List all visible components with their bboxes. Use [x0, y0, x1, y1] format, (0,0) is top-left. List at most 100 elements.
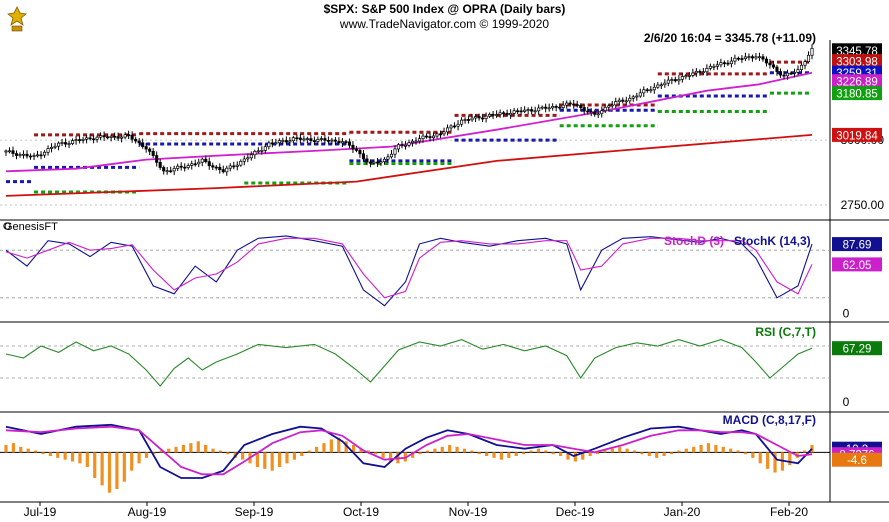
- price-bar-body: [551, 106, 555, 109]
- price-bar-body: [214, 166, 218, 169]
- macd-histogram-bar: [492, 452, 496, 458]
- price-bar-body: [319, 138, 323, 140]
- macd-histogram-bar: [699, 445, 703, 453]
- price-bar-body: [95, 136, 99, 140]
- price-bar-body: [53, 145, 57, 148]
- macd-histogram-bar: [4, 445, 8, 453]
- ma-slow-line: [5, 134, 813, 197]
- price-bar-body: [512, 110, 516, 114]
- macd-histogram-bar: [204, 445, 208, 453]
- price-bar-body: [502, 112, 506, 115]
- price-bar-body: [428, 136, 432, 139]
- price-bar-body: [764, 58, 768, 64]
- price-bar-body: [263, 146, 267, 151]
- macd-histogram-bar: [566, 452, 570, 460]
- price-bar-body: [106, 136, 110, 139]
- price-bar-body: [134, 138, 138, 142]
- price-bar-body: [281, 140, 285, 142]
- price-bar-body: [593, 111, 597, 115]
- price-bar-body: [652, 86, 656, 91]
- time-tick-label: Jul-19: [24, 505, 57, 519]
- macd-histogram-bar: [647, 452, 651, 456]
- macd-histogram-bar: [810, 445, 814, 453]
- price-bar-body: [435, 133, 439, 137]
- price-bar-body: [155, 155, 159, 163]
- price-bar-body: [610, 104, 614, 107]
- price-bar-body: [470, 117, 474, 121]
- price-bar-body: [78, 139, 82, 141]
- price-bar-body: [130, 134, 134, 140]
- macd-histogram-bar: [130, 452, 134, 471]
- macd-histogram-bar: [152, 452, 156, 455]
- price-bar-body: [144, 146, 148, 150]
- macd-histogram-bar: [78, 452, 82, 464]
- price-bar-body: [32, 155, 36, 157]
- price-bar-body: [533, 110, 537, 113]
- macd-histogram-bar: [19, 446, 23, 453]
- price-bar-body: [575, 104, 579, 106]
- price-bar-body: [596, 113, 600, 116]
- macd-histogram-bar: [255, 452, 260, 467]
- price-bar-body: [673, 79, 677, 82]
- price-value-label-1-box: [832, 54, 882, 69]
- macd-histogram-bar: [588, 452, 592, 456]
- chart-copyright: www.TradeNavigator.com © 1999-2020: [339, 17, 550, 31]
- price-bar-body: [603, 106, 607, 112]
- macd-histogram-bar: [300, 452, 304, 456]
- price-bar-body: [407, 142, 411, 146]
- price-bar-body: [81, 138, 85, 141]
- price-bar-body: [761, 56, 765, 60]
- price-bar-body: [393, 148, 397, 155]
- price-bar-body: [638, 92, 642, 97]
- price-bar-body: [218, 166, 222, 170]
- macd-histogram-bar: [455, 446, 459, 453]
- price-bar-body: [789, 72, 793, 75]
- price-bar-body: [750, 56, 754, 59]
- price-bar-body: [295, 137, 299, 140]
- macd-histogram-bar: [307, 450, 311, 453]
- macd-histogram-bar: [411, 452, 415, 458]
- price-bar-body: [579, 105, 583, 108]
- macd-histogram-bar: [359, 448, 363, 453]
- time-tick-label: Jan-20: [664, 505, 701, 519]
- stoch-value-label-0-box: [832, 237, 882, 252]
- price-bar-body: [516, 110, 520, 113]
- macd-histogram-bar: [41, 452, 45, 455]
- price-bar-body: [102, 135, 106, 138]
- price-bar-body: [225, 167, 229, 173]
- macd-value-label-2: -4.6: [847, 455, 867, 467]
- macd-histogram-bar: [610, 448, 614, 453]
- macd-histogram-bar: [514, 452, 518, 456]
- price-bar-body: [172, 168, 176, 172]
- price-bar-body: [484, 115, 488, 119]
- stoch-series-0: [5, 235, 813, 307]
- price-bar-body: [242, 158, 246, 162]
- macd-histogram-bar: [159, 450, 163, 453]
- price-bar-body: [232, 165, 236, 168]
- macd-histogram-bar: [322, 443, 326, 453]
- price-bar-body: [523, 109, 527, 112]
- macd-histogram-bar: [292, 452, 296, 460]
- price-bar-body: [537, 107, 541, 112]
- macd-histogram-bar: [558, 452, 563, 456]
- price-bar-body: [617, 99, 621, 102]
- macd-histogram-bar: [751, 452, 755, 458]
- time-tick-label: Feb-20: [770, 505, 808, 519]
- price-bar-body: [71, 140, 75, 144]
- price-bar-body: [74, 139, 78, 141]
- price-bar-body: [565, 102, 569, 106]
- macd-histogram-bar: [189, 443, 193, 453]
- macd-histogram-bar: [581, 452, 585, 460]
- price-bar-body: [4, 150, 8, 153]
- price-bar-body: [221, 169, 225, 173]
- price-value-label-3-box: [832, 74, 882, 89]
- price-bar-body: [340, 141, 344, 144]
- price-bar-body: [18, 154, 22, 156]
- macd-histogram-bar: [285, 452, 289, 464]
- macd-histogram-bar: [11, 443, 15, 453]
- price-bar-body: [530, 109, 534, 112]
- price-bar-body: [190, 163, 194, 166]
- macd-histogram-bar: [418, 452, 422, 455]
- price-bar-body: [410, 140, 415, 144]
- price-bar-body: [109, 135, 113, 138]
